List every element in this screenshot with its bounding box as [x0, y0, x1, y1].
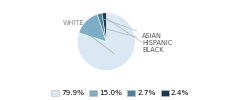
Text: HISPANIC: HISPANIC	[91, 25, 173, 46]
Wedge shape	[97, 13, 106, 42]
Wedge shape	[79, 14, 106, 42]
Text: WHITE: WHITE	[63, 20, 114, 54]
Text: ASIAN: ASIAN	[103, 19, 162, 39]
Legend: 79.9%, 15.0%, 2.7%, 2.4%: 79.9%, 15.0%, 2.7%, 2.4%	[51, 90, 189, 96]
Wedge shape	[102, 13, 106, 42]
Wedge shape	[78, 13, 135, 70]
Text: BLACK: BLACK	[107, 19, 164, 53]
